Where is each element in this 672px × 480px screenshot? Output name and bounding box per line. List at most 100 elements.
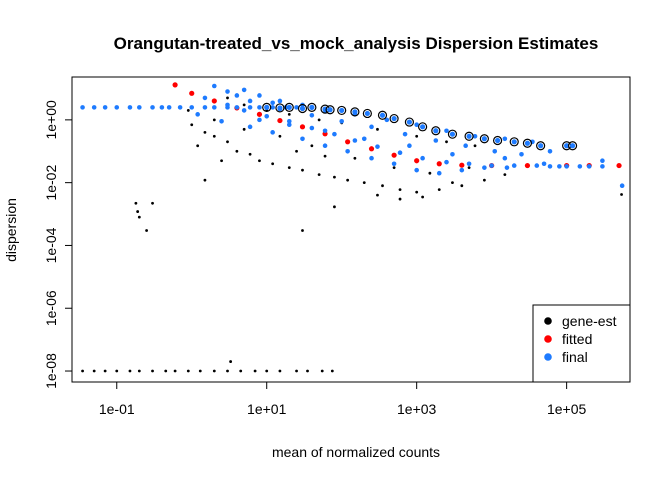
outlier-ring — [509, 137, 519, 147]
final-point — [219, 119, 224, 124]
outlier-ring — [284, 102, 294, 112]
gene-est-point — [190, 123, 194, 127]
final-point — [264, 113, 270, 119]
final-point — [332, 131, 337, 137]
final-point — [375, 144, 380, 149]
final-point — [137, 105, 142, 110]
outlier-ring — [418, 122, 428, 132]
outlier-ring — [404, 117, 415, 127]
gene-est-point — [115, 369, 119, 373]
gene-est-point — [137, 215, 141, 219]
fitted-point — [345, 139, 351, 145]
gene-est-point — [473, 144, 477, 148]
outlier-point — [379, 112, 386, 118]
final-point — [547, 148, 553, 154]
gene-est-point — [323, 154, 327, 158]
outlier-ring — [447, 129, 458, 139]
final-point — [534, 163, 540, 168]
final-point — [489, 163, 494, 168]
gene-est-point — [136, 210, 140, 213]
gene-est-point — [398, 188, 402, 192]
final-point — [600, 164, 605, 169]
final-point — [600, 158, 605, 164]
gene-est-point — [226, 369, 229, 373]
final-point — [322, 128, 328, 134]
outlier-point — [286, 104, 292, 110]
final-point — [270, 130, 275, 135]
gene-est-point — [278, 134, 282, 138]
points-layer — [80, 82, 625, 373]
gene-est-point — [151, 201, 154, 205]
outlier-ring — [325, 105, 335, 115]
final-point — [577, 164, 583, 169]
final-point — [557, 164, 562, 169]
outlier-point — [538, 143, 544, 149]
gene-est-point — [145, 229, 148, 232]
outlier-point — [277, 105, 283, 111]
final-point — [166, 105, 172, 110]
final-point — [541, 161, 547, 167]
final-point — [564, 164, 569, 169]
gene-est-point — [239, 369, 243, 373]
final-point — [195, 112, 200, 117]
final-point — [433, 138, 439, 143]
x-tick-label: 1e-01 — [99, 401, 135, 417]
final-point — [241, 87, 247, 93]
gene-est-point — [398, 197, 402, 201]
final-point — [407, 143, 412, 149]
outlier-point — [569, 143, 576, 149]
gene-est-point — [103, 369, 107, 373]
final-point — [247, 105, 253, 110]
final-point — [225, 102, 230, 108]
final-point — [384, 117, 390, 123]
x-tick-label: 1e+05 — [547, 401, 587, 417]
outlier-point — [466, 133, 472, 139]
final-point — [519, 152, 524, 157]
fitted-point — [172, 82, 178, 88]
x-tick-label: 1e+03 — [397, 401, 437, 417]
final-point — [352, 138, 358, 143]
gene-est-point — [376, 193, 379, 197]
gene-est-point — [134, 201, 138, 205]
gene-est-point — [301, 229, 304, 232]
gene-est-point — [306, 369, 309, 373]
final-point — [414, 167, 419, 173]
final-point — [502, 155, 508, 161]
series-final — [80, 83, 625, 188]
outlier-point — [364, 110, 370, 117]
y-tick-label: 1e-06 — [43, 290, 59, 326]
final-point — [369, 124, 374, 130]
final-point — [202, 105, 208, 110]
outlier-ring — [307, 102, 317, 112]
final-point — [463, 143, 468, 149]
gene-est-point — [421, 195, 425, 199]
final-point — [102, 105, 108, 110]
final-point — [212, 105, 217, 110]
legend-marker-gene-est — [544, 317, 552, 325]
final-point — [339, 119, 344, 124]
outlier-ring — [262, 102, 272, 112]
gene-est-point — [353, 156, 357, 160]
final-point — [444, 159, 449, 165]
final-point — [114, 105, 120, 110]
outlier-ring — [464, 131, 474, 141]
final-point — [369, 155, 374, 161]
gene-est-point — [186, 109, 190, 112]
gene-est-point — [212, 118, 216, 122]
gene-est-point — [151, 369, 154, 373]
gene-est-point — [310, 144, 314, 148]
fitted-point — [524, 162, 531, 169]
outlier-point — [406, 119, 413, 125]
gene-est-point — [186, 369, 190, 373]
final-point — [189, 105, 195, 110]
final-point — [212, 83, 217, 89]
gene-est-point — [346, 178, 350, 182]
outlier-ring — [492, 135, 503, 146]
gene-est-point — [317, 118, 321, 122]
fitted-point — [616, 162, 622, 169]
gene-est-point — [92, 369, 96, 373]
fitted-point — [189, 90, 195, 96]
gene-est-point — [503, 173, 507, 177]
final-point — [511, 163, 517, 168]
final-point — [270, 105, 275, 110]
